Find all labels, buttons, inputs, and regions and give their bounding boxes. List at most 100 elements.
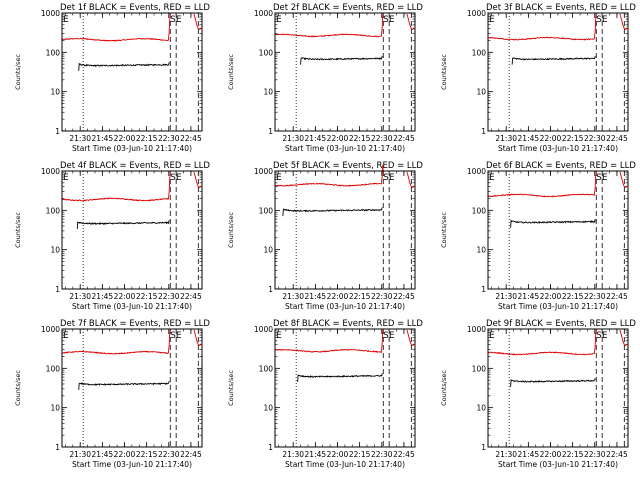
y-axis-label: Counts/sec (440, 370, 448, 406)
panel-title: Det 5f BLACK = Events, RED = LLD (273, 161, 423, 171)
x-tick-label: 22:00 (114, 134, 136, 143)
x-tick-label: 22:00 (540, 292, 562, 301)
lld-series-line (61, 171, 171, 202)
marker-label: SE (170, 173, 182, 183)
lld-series-recovery (193, 13, 202, 31)
y-axis-label: Counts/sec (14, 370, 22, 406)
corner-label: E (276, 173, 282, 183)
x-tick-label: 22:45 (180, 134, 202, 143)
y-tick-label: 10 (50, 88, 60, 97)
lld-series-recovery (406, 329, 415, 347)
lld-series-recovery (619, 171, 628, 189)
x-tick-label: 21:30 (69, 450, 91, 459)
x-tick-label: 22:30 (584, 292, 606, 301)
x-axis-label: Start Time (03-Jun-10 21:17:40) (285, 460, 405, 469)
x-tick-label: 22:45 (606, 450, 628, 459)
y-tick-label: 1 (481, 127, 486, 136)
x-tick-label: 22:15 (562, 450, 584, 459)
panel-title: Det 9f BLACK = Events, RED = LLD (486, 319, 636, 329)
x-tick-label: 22:00 (327, 134, 349, 143)
x-axis-label: Start Time (03-Jun-10 21:17:40) (72, 144, 192, 153)
panel-title: Det 8f BLACK = Events, RED = LLD (273, 319, 423, 329)
corner-label: E (276, 15, 282, 25)
y-tick-label: 1 (55, 285, 60, 294)
corner-label: E (63, 331, 69, 341)
plot-frame (61, 328, 203, 448)
y-axis-label: Counts/sec (227, 54, 235, 90)
x-tick-label: 22:45 (180, 292, 202, 301)
y-tick-label: 1000 (254, 9, 273, 18)
y-axis-label: Counts/sec (227, 212, 235, 248)
x-tick-label: 21:30 (495, 292, 517, 301)
lld-series-recovery (619, 13, 628, 31)
events-series-line (510, 378, 596, 387)
y-tick-label: 10 (50, 404, 60, 413)
y-tick-label: 1 (268, 285, 273, 294)
x-tick-label: 22:30 (371, 450, 393, 459)
detector-panel-1: Det 1f BLACK = Events, RED = LLD Counts/s… (14, 3, 210, 153)
y-tick-label: 1 (481, 443, 486, 452)
marker-label: SE (596, 15, 608, 25)
y-tick-label: 1 (481, 285, 486, 294)
panel-title: Det 4f BLACK = Events, RED = LLD (60, 161, 210, 171)
x-tick-label: 22:15 (136, 134, 158, 143)
y-tick-label: 10 (476, 246, 486, 255)
x-tick-label: 21:45 (518, 134, 540, 143)
events-series-line (300, 55, 383, 65)
y-tick-label: 10 (263, 246, 273, 255)
x-tick-label: 21:30 (495, 450, 517, 459)
detector-panel-8: Det 8f BLACK = Events, RED = LLD Counts/s… (227, 319, 423, 469)
x-axis-label: Start Time (03-Jun-10 21:17:40) (498, 460, 618, 469)
y-tick-label: 1000 (41, 325, 60, 334)
plot-frame (274, 12, 416, 132)
x-tick-label: 22:30 (371, 292, 393, 301)
y-tick-label: 1 (55, 127, 60, 136)
lld-series-line (61, 13, 171, 42)
x-tick-label: 22:45 (606, 292, 628, 301)
panel-title: Det 6f BLACK = Events, RED = LLD (486, 161, 636, 171)
y-tick-label: 1000 (41, 9, 60, 18)
y-tick-label: 100 (472, 206, 487, 215)
corner-label: E (489, 15, 495, 25)
x-tick-label: 21:45 (92, 450, 114, 459)
y-tick-label: 1 (268, 443, 273, 452)
y-tick-label: 1 (55, 443, 60, 452)
y-tick-label: 10 (263, 88, 273, 97)
panel-title: Det 1f BLACK = Events, RED = LLD (60, 3, 210, 13)
y-tick-label: 1000 (467, 9, 486, 18)
y-axis-label: Counts/sec (14, 212, 22, 248)
y-tick-label: 100 (259, 48, 274, 57)
y-tick-label: 100 (259, 206, 274, 215)
x-tick-label: 22:15 (136, 292, 158, 301)
x-tick-label: 22:00 (114, 292, 136, 301)
events-series-line (297, 373, 383, 383)
x-tick-label: 21:45 (305, 292, 327, 301)
y-tick-label: 1 (268, 127, 273, 136)
panel-title: Det 2f BLACK = Events, RED = LLD (273, 3, 423, 13)
corner-label: E (63, 15, 69, 25)
x-tick-label: 21:30 (69, 134, 91, 143)
lld-series-line (487, 13, 597, 41)
x-axis-label: Start Time (03-Jun-10 21:17:40) (72, 302, 192, 311)
x-tick-label: 22:30 (158, 292, 180, 301)
x-tick-label: 21:30 (282, 292, 304, 301)
x-tick-label: 22:30 (584, 134, 606, 143)
x-tick-label: 22:00 (540, 134, 562, 143)
lld-series-recovery (193, 171, 202, 189)
lld-series-line (274, 329, 384, 354)
events-series-line (510, 218, 596, 228)
lld-series-line (487, 329, 597, 356)
x-axis-label: Start Time (03-Jun-10 21:17:40) (498, 144, 618, 153)
y-tick-label: 10 (476, 404, 486, 413)
detector-panel-9: Det 9f BLACK = Events, RED = LLD Counts/s… (440, 319, 636, 469)
x-tick-label: 21:30 (282, 134, 304, 143)
x-tick-label: 22:45 (606, 134, 628, 143)
x-tick-label: 21:45 (92, 134, 114, 143)
x-tick-label: 21:45 (518, 292, 540, 301)
x-tick-label: 22:00 (540, 450, 562, 459)
lld-series-recovery (619, 329, 628, 347)
lld-series-line (274, 164, 384, 187)
events-series-line (76, 220, 170, 229)
marker-label: SE (596, 331, 608, 341)
marker-label: SE (596, 173, 608, 183)
